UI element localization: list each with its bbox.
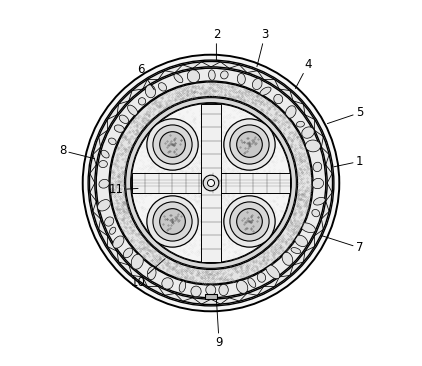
Text: 2: 2 [213,28,220,60]
Ellipse shape [274,94,283,104]
Ellipse shape [113,236,124,248]
Text: 7: 7 [322,236,363,254]
Circle shape [224,119,275,170]
Circle shape [88,60,334,306]
Ellipse shape [237,280,248,293]
Ellipse shape [219,284,228,296]
Ellipse shape [295,235,308,247]
Circle shape [147,196,198,247]
Text: 11: 11 [109,183,138,196]
Circle shape [95,67,327,299]
Circle shape [160,132,185,157]
Circle shape [153,202,192,241]
Circle shape [147,119,198,170]
Ellipse shape [187,70,200,83]
Ellipse shape [131,254,143,269]
Ellipse shape [206,285,216,295]
Ellipse shape [312,178,324,189]
Circle shape [83,55,339,311]
Ellipse shape [119,115,129,123]
Ellipse shape [296,121,304,127]
Circle shape [131,103,291,263]
Ellipse shape [313,162,322,172]
Ellipse shape [266,265,280,279]
Bar [132,173,290,193]
Ellipse shape [108,138,116,145]
Text: 6: 6 [137,63,154,90]
Ellipse shape [302,127,314,138]
Circle shape [237,132,262,157]
Bar [201,104,221,262]
Ellipse shape [291,247,300,254]
Ellipse shape [286,106,296,118]
Ellipse shape [248,278,256,287]
Circle shape [230,125,269,164]
Circle shape [203,175,219,191]
Ellipse shape [147,267,156,280]
Ellipse shape [114,125,124,132]
Ellipse shape [162,278,173,289]
Circle shape [109,81,313,285]
Circle shape [124,97,298,269]
Text: 3: 3 [257,28,269,67]
Ellipse shape [123,248,133,258]
Ellipse shape [260,87,271,95]
Circle shape [131,102,291,264]
Circle shape [208,179,214,187]
Ellipse shape [97,199,110,211]
Ellipse shape [191,286,201,297]
Circle shape [237,209,262,234]
Ellipse shape [179,281,186,292]
Ellipse shape [145,85,156,98]
Ellipse shape [300,223,315,233]
Ellipse shape [99,161,108,168]
Circle shape [230,202,269,241]
Circle shape [224,196,275,247]
Ellipse shape [221,71,228,79]
Text: 9: 9 [215,299,223,349]
Bar [205,294,217,299]
Ellipse shape [306,140,320,152]
Text: 10: 10 [131,259,165,290]
Circle shape [126,98,296,268]
Ellipse shape [208,70,215,80]
Ellipse shape [314,197,325,205]
Ellipse shape [282,252,293,265]
Ellipse shape [257,273,265,282]
Ellipse shape [99,179,109,188]
Circle shape [160,209,185,234]
Text: 1: 1 [334,155,363,168]
Ellipse shape [237,74,245,85]
Ellipse shape [252,79,262,90]
Ellipse shape [110,227,116,234]
Ellipse shape [174,74,183,83]
Ellipse shape [158,83,167,91]
Ellipse shape [101,150,109,158]
Ellipse shape [138,98,146,105]
Circle shape [89,61,333,305]
Circle shape [153,125,192,164]
Text: 8: 8 [59,144,95,159]
Ellipse shape [127,105,138,115]
Text: 5: 5 [327,106,363,124]
Ellipse shape [312,209,319,217]
Circle shape [96,68,326,298]
Ellipse shape [105,217,114,226]
Circle shape [110,82,312,284]
Text: 4: 4 [295,58,312,89]
